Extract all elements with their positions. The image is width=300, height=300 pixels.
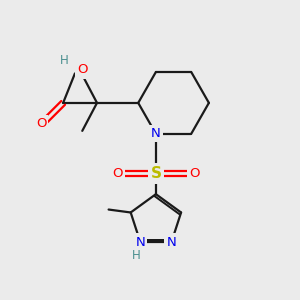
Text: O: O [112,167,123,180]
Text: O: O [189,167,200,180]
Text: H: H [60,54,69,67]
Text: N: N [167,236,176,249]
Text: O: O [36,117,46,130]
Text: H: H [131,249,140,262]
Text: N: N [135,236,145,249]
Text: O: O [77,63,88,76]
Text: N: N [151,127,161,140]
Text: S: S [150,166,161,181]
